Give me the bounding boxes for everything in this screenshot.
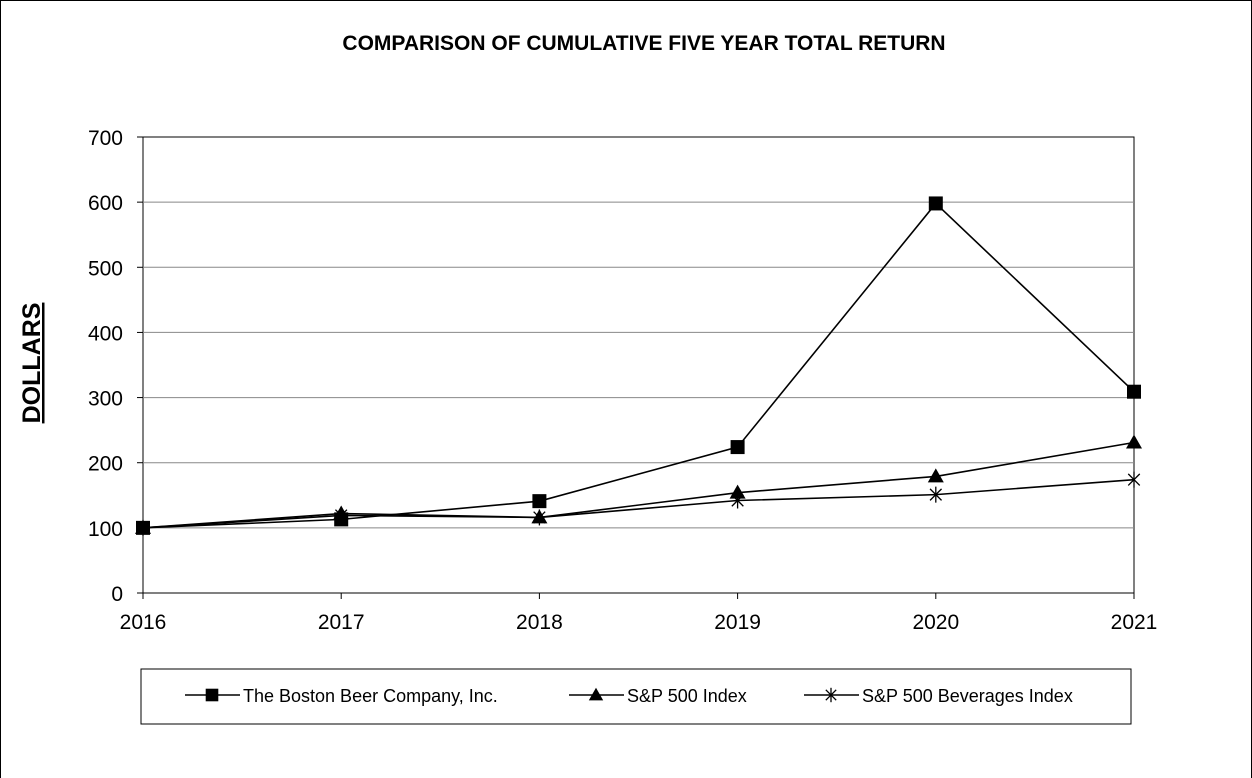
data-point-square (532, 494, 547, 509)
x-tick-label: 2019 (714, 611, 761, 634)
x-tick-label: 2016 (120, 611, 167, 634)
data-point-asterisk (136, 519, 150, 536)
data-point-asterisk (731, 492, 744, 509)
y-axis-label: DOLLARS (18, 303, 46, 424)
data-point-triangle (927, 468, 944, 483)
x-axis-ticks: 2016 2017 2018 2019 2020 2021 (120, 593, 1158, 634)
gridlines (143, 201, 1134, 529)
data-point-asterisk (929, 486, 943, 503)
data-point-asterisk (1127, 471, 1141, 488)
y-tick-label: 100 (88, 518, 123, 541)
data-point-triangle (1126, 434, 1142, 449)
x-tick-label: 2020 (912, 611, 959, 634)
legend-marker (825, 687, 837, 703)
x-tick-label: 2017 (318, 611, 365, 634)
y-tick-label: 0 (111, 583, 123, 606)
y-tick-label: 200 (88, 453, 123, 476)
series-line (142, 202, 1135, 529)
chart-title: COMPARISON OF CUMULATIVE FIVE YEAR TOTAL… (342, 32, 945, 55)
data-point-square (928, 196, 943, 211)
legend-marker (205, 688, 219, 702)
x-tick-label: 2018 (516, 611, 563, 634)
x-tick-label: 2021 (1111, 611, 1158, 634)
data-point-asterisk (334, 507, 348, 524)
legend-item: S&P 500 Beverages Index (804, 686, 1073, 706)
legend-item: The Boston Beer Company, Inc. (185, 686, 498, 706)
legend-label: S&P 500 Beverages Index (862, 686, 1073, 706)
y-tick-label: 700 (88, 127, 123, 150)
series-line (142, 478, 1135, 529)
y-tick-label: 400 (88, 322, 123, 345)
data-point-asterisk (533, 509, 546, 526)
legend-label: S&P 500 Index (627, 686, 747, 706)
data-point-square (730, 440, 745, 455)
y-tick-label: 300 (88, 388, 123, 411)
legend-items: The Boston Beer Company, Inc. S&P 500 Ind… (185, 686, 1073, 706)
y-tick-label: 500 (88, 257, 123, 280)
y-tick-label: 600 (88, 192, 123, 215)
legend-marker (588, 687, 604, 701)
series-layer (135, 196, 1142, 536)
data-point-triangle (729, 484, 746, 499)
plot-area (142, 136, 1135, 594)
series-asterisk (136, 471, 1141, 536)
legend-item: S&P 500 Index (569, 686, 747, 706)
data-point-square (1127, 384, 1141, 399)
series-line (142, 441, 1135, 529)
legend (140, 668, 1132, 725)
legend-label: The Boston Beer Company, Inc. (243, 686, 498, 706)
y-axis-ticks: 0 100 200 300 400 500 600 700 (88, 127, 143, 606)
